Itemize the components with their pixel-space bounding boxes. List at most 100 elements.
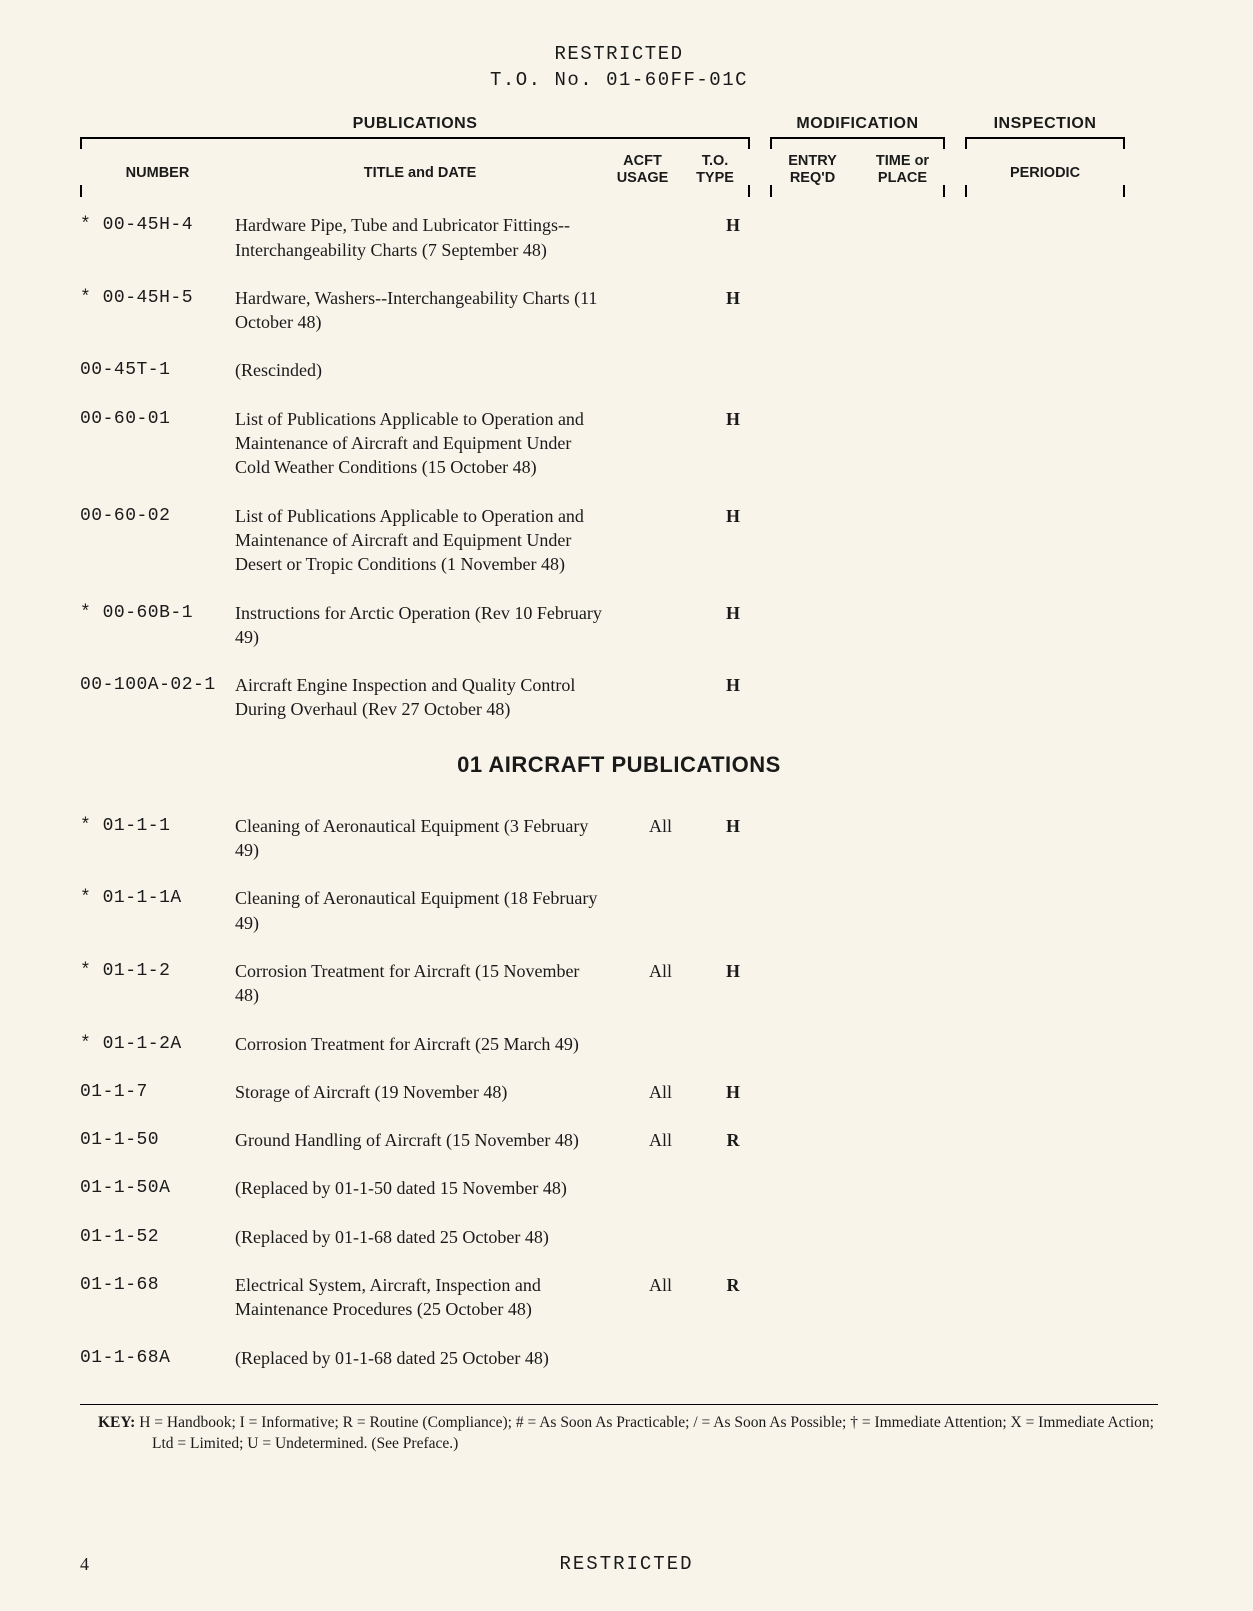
cell-entry [768, 601, 858, 650]
cell-number: * 01-1-2 [80, 959, 235, 1008]
table-row: 01-1-7Storage of Aircraft (19 November 4… [80, 1080, 1158, 1104]
cell-entry [768, 1128, 858, 1152]
cell-time [858, 673, 948, 722]
cell-usage: All [623, 1273, 698, 1322]
cell-title: Ground Handling of Aircraft (15 November… [235, 1128, 623, 1152]
cell-periodic [948, 286, 1088, 335]
cell-type: H [698, 504, 768, 577]
cell-usage [623, 1032, 698, 1056]
cell-entry [768, 814, 858, 863]
col-time-place: TIME or PLACE [860, 153, 945, 186]
cell-title: Cleaning of Aeronautical Equipment (18 F… [235, 886, 623, 935]
cell-usage [623, 504, 698, 577]
cell-entry [768, 286, 858, 335]
cell-entry [768, 358, 858, 382]
table-row: * 00-45H-5Hardware, Washers--Interchange… [80, 286, 1158, 335]
cell-usage [623, 286, 698, 335]
cell-number: 01-1-7 [80, 1080, 235, 1104]
cell-title: (Replaced by 01-1-68 dated 25 October 48… [235, 1225, 623, 1249]
cell-time [858, 1032, 948, 1056]
table-row: 01-1-68Electrical System, Aircraft, Insp… [80, 1273, 1158, 1322]
to-number: T.O. No. 01-60FF-01C [80, 68, 1158, 94]
table-row: 00-60-02List of Publications Applicable … [80, 504, 1158, 577]
cell-entry [768, 504, 858, 577]
cell-usage [623, 886, 698, 935]
cell-periodic [948, 673, 1088, 722]
cell-time [858, 1273, 948, 1322]
cell-periodic [948, 1176, 1088, 1200]
cell-usage [623, 358, 698, 382]
cell-title: Corrosion Treatment for Aircraft (15 Nov… [235, 959, 623, 1008]
cell-number: * 00-60B-1 [80, 601, 235, 650]
cell-time [858, 1128, 948, 1152]
cell-time [858, 286, 948, 335]
key-text: H = Handbook; I = Informative; R = Routi… [139, 1414, 1154, 1452]
section-heading: 01 AIRCRAFT PUBLICATIONS [80, 752, 1158, 778]
cell-periodic [948, 407, 1088, 480]
cell-usage: All [623, 1080, 698, 1104]
cell-number: * 01-1-1 [80, 814, 235, 863]
cell-usage: All [623, 1128, 698, 1152]
cell-usage [623, 601, 698, 650]
cell-time [858, 213, 948, 262]
table-row: * 01-1-2ACorrosion Treatment for Aircraf… [80, 1032, 1158, 1056]
cell-title: Cleaning of Aeronautical Equipment (3 Fe… [235, 814, 623, 863]
page-header: RESTRICTED T.O. No. 01-60FF-01C [80, 42, 1158, 93]
cell-usage: All [623, 814, 698, 863]
cell-number: 00-100A-02-1 [80, 673, 235, 722]
table-row: * 01-1-2Corrosion Treatment for Aircraft… [80, 959, 1158, 1008]
col-acft-usage: ACFT USAGE [605, 153, 680, 186]
table-row: 00-60-01List of Publications Applicable … [80, 407, 1158, 480]
cell-number: 01-1-68 [80, 1273, 235, 1322]
cell-number: 00-45T-1 [80, 358, 235, 382]
cell-title: (Replaced by 01-1-68 dated 25 October 48… [235, 1346, 623, 1370]
col-number: NUMBER [80, 165, 235, 182]
cell-entry [768, 407, 858, 480]
cell-usage [623, 673, 698, 722]
key-label: KEY: [98, 1414, 135, 1431]
cell-usage [623, 407, 698, 480]
cell-title: (Replaced by 01-1-50 dated 15 November 4… [235, 1176, 623, 1200]
cell-type: H [698, 673, 768, 722]
cell-entry [768, 1273, 858, 1322]
cell-title: List of Publications Applicable to Opera… [235, 504, 623, 577]
cell-title: Storage of Aircraft (19 November 48) [235, 1080, 623, 1104]
group-publications: PUBLICATIONS [80, 115, 750, 133]
cell-number: * 00-45H-4 [80, 213, 235, 262]
cell-periodic [948, 886, 1088, 935]
page: RESTRICTED T.O. No. 01-60FF-01C PUBLICAT… [0, 0, 1253, 1611]
cell-type [698, 1346, 768, 1370]
cell-time [858, 504, 948, 577]
cell-type: H [698, 814, 768, 863]
cell-type [698, 1032, 768, 1056]
cell-entry [768, 673, 858, 722]
cell-entry [768, 1032, 858, 1056]
cell-number: 00-60-02 [80, 504, 235, 577]
cell-type: H [698, 1080, 768, 1104]
cell-type: R [698, 1273, 768, 1322]
cell-title: Hardware, Washers--Interchangeability Ch… [235, 286, 623, 335]
cell-type: H [698, 213, 768, 262]
col-to-type: T.O. TYPE [680, 153, 750, 186]
table-rows-1: * 00-45H-4Hardware Pipe, Tube and Lubric… [80, 213, 1158, 721]
cell-type [698, 1176, 768, 1200]
cell-periodic [948, 1346, 1088, 1370]
classification-bottom: RESTRICTED [0, 1553, 1253, 1575]
cell-usage: All [623, 959, 698, 1008]
table-row: * 01-1-1ACleaning of Aeronautical Equipm… [80, 886, 1158, 935]
cell-periodic [948, 1128, 1088, 1152]
cell-type: R [698, 1128, 768, 1152]
cell-title: (Rescinded) [235, 358, 623, 382]
table-row: 00-45T-1(Rescinded) [80, 358, 1158, 382]
cell-time [858, 959, 948, 1008]
cell-type [698, 886, 768, 935]
cell-type: H [698, 407, 768, 480]
cell-periodic [948, 504, 1088, 577]
cell-title: List of Publications Applicable to Opera… [235, 407, 623, 480]
cell-usage [623, 213, 698, 262]
cell-title: Aircraft Engine Inspection and Quality C… [235, 673, 623, 722]
cell-number: 01-1-50 [80, 1128, 235, 1152]
table-row: 01-1-52(Replaced by 01-1-68 dated 25 Oct… [80, 1225, 1158, 1249]
cell-periodic [948, 1032, 1088, 1056]
cell-number: * 01-1-2A [80, 1032, 235, 1056]
